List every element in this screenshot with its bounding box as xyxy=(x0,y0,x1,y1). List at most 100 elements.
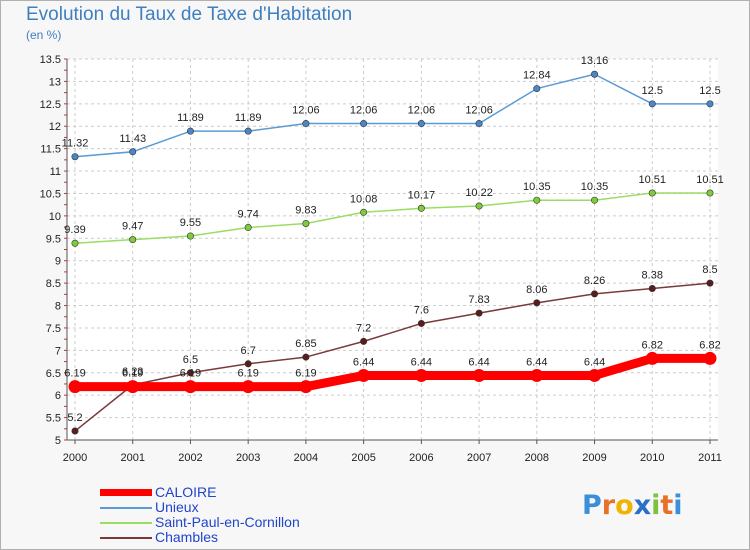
data-point-unieux xyxy=(591,70,599,78)
data-point-caloire xyxy=(588,368,602,382)
series-line-caloire xyxy=(70,353,715,392)
data-point-unieux xyxy=(71,153,79,161)
data-label-chambles: 7.6 xyxy=(414,304,429,316)
data-label-chambles: 8.06 xyxy=(526,284,547,296)
data-point-unieux xyxy=(186,127,194,135)
data-label-unieux: 11.43 xyxy=(119,133,146,145)
y-tick-label: 11 xyxy=(50,166,61,178)
data-label-chambles: 8.5 xyxy=(702,264,717,276)
data-label-saint-paul-en-cornillon: 10.35 xyxy=(523,181,551,193)
data-label-saint-paul-en-cornillon: 10.17 xyxy=(408,189,436,201)
data-point-chambles xyxy=(186,369,194,377)
y-tick-label: 13 xyxy=(49,76,61,88)
x-tick-label: 2005 xyxy=(351,452,375,464)
data-label-caloire: 6.19 xyxy=(237,368,258,380)
y-tick-label: 8 xyxy=(55,301,61,313)
data-point-saint-paul-en-cornillon xyxy=(129,236,137,244)
data-point-caloire xyxy=(472,368,486,382)
data-point-caloire xyxy=(703,351,717,365)
data-label-chambles: 6.5 xyxy=(183,354,198,366)
data-label-chambles: 7.2 xyxy=(356,322,371,334)
y-tick-label: 9 xyxy=(55,256,61,268)
data-point-saint-paul-en-cornillon xyxy=(591,196,599,204)
data-point-caloire xyxy=(299,380,313,394)
y-tick-label: 8.5 xyxy=(46,278,61,290)
x-tick-label: 2007 xyxy=(467,452,491,464)
x-tick-label: 2008 xyxy=(525,452,549,464)
y-tick-label: 7.5 xyxy=(46,323,61,335)
data-label-chambles: 8.26 xyxy=(584,275,605,287)
data-label-caloire: 6.19 xyxy=(122,368,143,380)
y-tick-label: 12 xyxy=(49,121,61,133)
data-point-caloire xyxy=(241,380,255,394)
data-point-unieux xyxy=(360,120,368,128)
data-point-unieux xyxy=(417,120,425,128)
y-tick-label: 12.5 xyxy=(40,99,61,111)
logo-letter: r xyxy=(601,490,616,521)
series-line-saint-paul-en-cornillon xyxy=(74,192,711,244)
data-point-chambles xyxy=(417,319,425,327)
x-tick-label: 2010 xyxy=(640,452,664,464)
data-label-chambles: 6.85 xyxy=(295,338,316,350)
y-tick-label: 5.5 xyxy=(46,413,61,425)
data-point-chambles xyxy=(360,337,368,345)
data-point-saint-paul-en-cornillon xyxy=(533,196,541,204)
data-point-chambles xyxy=(648,284,656,292)
data-point-caloire xyxy=(530,368,544,382)
x-tick-label: 2001 xyxy=(120,452,144,464)
data-label-saint-paul-en-cornillon: 10.22 xyxy=(465,187,493,199)
data-label-caloire: 6.44 xyxy=(526,356,547,368)
legend-swatch-caloire xyxy=(100,489,152,496)
data-label-caloire: 6.44 xyxy=(353,356,374,368)
data-label-saint-paul-en-cornillon: 10.51 xyxy=(696,174,724,186)
data-point-chambles xyxy=(71,427,79,435)
x-tick-label: 2000 xyxy=(63,452,87,464)
data-label-saint-paul-en-cornillon: 10.51 xyxy=(639,174,667,186)
data-label-caloire: 6.19 xyxy=(180,368,201,380)
y-tick-label: 11.5 xyxy=(40,144,61,156)
data-point-unieux xyxy=(706,100,714,108)
data-point-caloire xyxy=(645,351,659,365)
data-point-unieux xyxy=(129,148,137,156)
data-label-saint-paul-en-cornillon: 10.08 xyxy=(350,193,378,205)
data-point-unieux xyxy=(533,85,541,93)
data-label-chambles: 5.2 xyxy=(67,412,82,424)
x-tick-label: 2003 xyxy=(236,452,260,464)
data-point-chambles xyxy=(475,309,483,317)
data-label-unieux: 12.06 xyxy=(350,105,378,117)
data-point-chambles xyxy=(302,353,310,361)
data-point-saint-paul-en-cornillon xyxy=(302,220,310,228)
legend-swatch-unieux xyxy=(100,507,152,509)
data-label-unieux: 11.89 xyxy=(235,112,262,124)
data-point-chambles xyxy=(244,360,252,368)
x-tick-label: 2002 xyxy=(178,452,202,464)
data-label-caloire: 6.44 xyxy=(468,356,489,368)
y-tick-label: 6.5 xyxy=(46,368,61,380)
data-point-unieux xyxy=(648,100,656,108)
legend-swatch-saint-paul xyxy=(100,522,152,524)
data-label-saint-paul-en-cornillon: 9.39 xyxy=(64,224,85,236)
x-tick-label: 2006 xyxy=(409,452,433,464)
data-label-unieux: 12.06 xyxy=(292,105,320,117)
data-point-saint-paul-en-cornillon xyxy=(186,232,194,240)
data-label-caloire: 6.82 xyxy=(642,339,663,351)
chart-title: Evolution du Taux de Taxe d'Habitation xyxy=(26,4,353,25)
x-tick-label: 2009 xyxy=(582,452,606,464)
data-label-chambles: 8.38 xyxy=(642,269,663,281)
y-tick-label: 10 xyxy=(49,211,61,223)
chart-subtitle: (en %) xyxy=(26,28,62,42)
data-label-chambles: 6.7 xyxy=(241,345,256,357)
y-tick-label: 13.5 xyxy=(40,54,61,66)
data-label-unieux: 12.5 xyxy=(642,85,663,97)
data-point-caloire xyxy=(414,368,428,382)
data-point-saint-paul-en-cornillon xyxy=(475,202,483,210)
data-point-saint-paul-en-cornillon xyxy=(360,208,368,216)
logo-letter: x xyxy=(633,490,652,521)
data-label-saint-paul-en-cornillon: 9.55 xyxy=(180,217,201,229)
y-tick-label: 7 xyxy=(55,345,61,357)
data-label-saint-paul-en-cornillon: 10.35 xyxy=(581,181,609,193)
data-label-unieux: 13.16 xyxy=(581,55,609,67)
logo-letter: P xyxy=(582,490,602,521)
data-point-saint-paul-en-cornillon xyxy=(417,204,425,212)
